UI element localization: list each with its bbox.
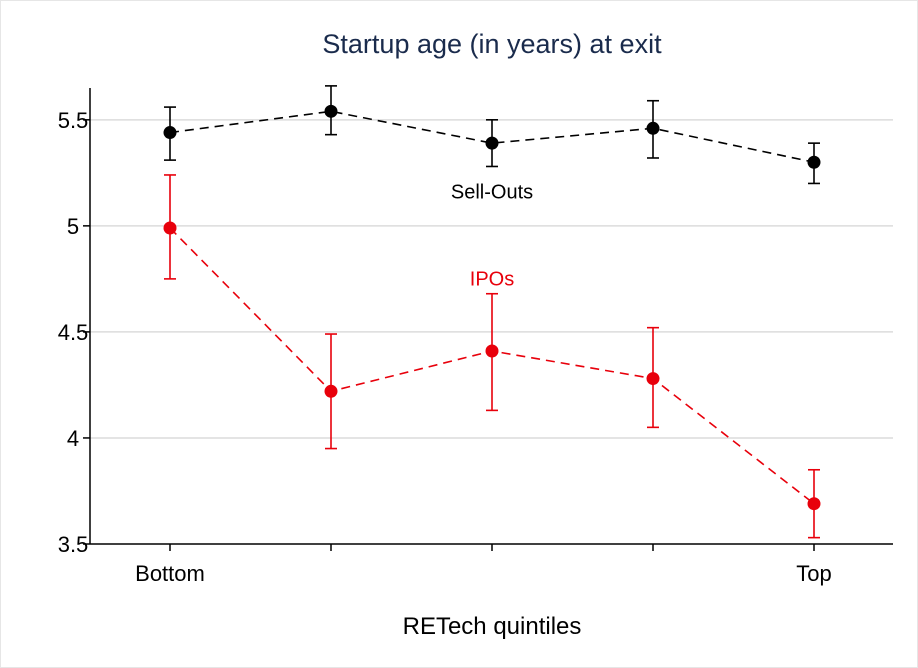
ipos-point <box>646 372 660 386</box>
series-layer: Sell-Outs IPOs <box>163 85 821 539</box>
ipos-point <box>807 497 821 511</box>
ipos-point <box>324 384 338 398</box>
sell-outs-point <box>324 104 338 118</box>
y-tick-label: 4 <box>67 426 79 451</box>
sell-outs-point <box>646 121 660 135</box>
ipos-label: IPOs <box>470 269 514 291</box>
y-tick-label: 5.5 <box>58 108 89 133</box>
y-tick-label: 5 <box>67 214 79 239</box>
sell-outs-point <box>163 126 177 140</box>
x-tick-label: Bottom <box>135 561 205 586</box>
ipos-point <box>163 221 177 235</box>
sell-outs-line <box>169 110 815 164</box>
sell-outs-label: Sell-Outs <box>451 181 533 203</box>
sell-outs-point <box>807 155 821 169</box>
ipos-point <box>485 344 499 358</box>
sell-outs-point <box>485 136 499 150</box>
x-axis-title: RETech quintiles <box>403 613 582 640</box>
axes: 3.5 4 4.5 5 5.5 Bottom Top <box>58 88 893 586</box>
x-tick-label: Top <box>796 561 831 586</box>
y-tick-label: 4.5 <box>58 320 89 345</box>
chart-title: Startup age (in years) at exit <box>322 29 662 59</box>
y-tick-label: 3.5 <box>58 532 89 557</box>
